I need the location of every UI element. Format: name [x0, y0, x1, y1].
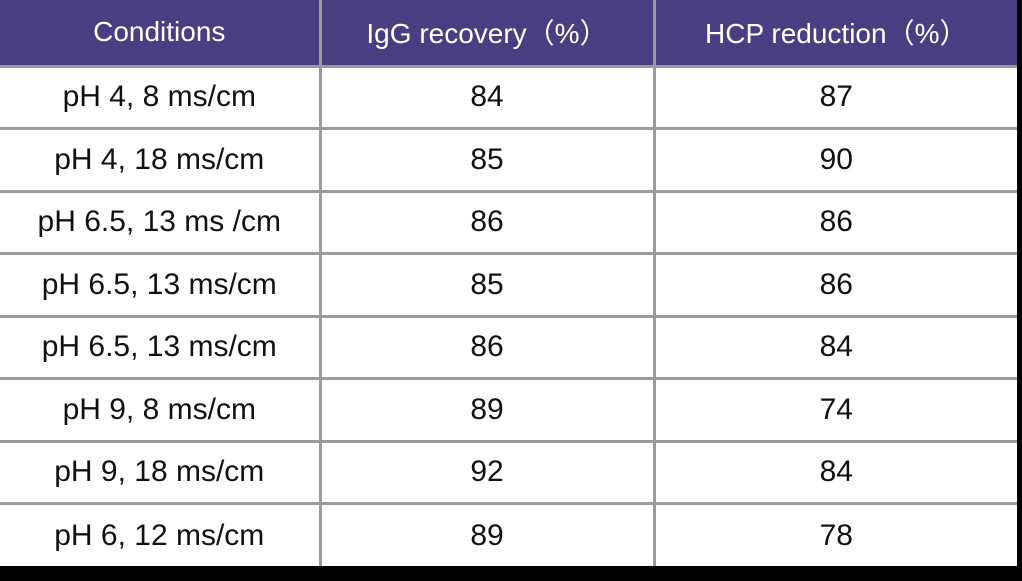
results-table: Conditions IgG recovery（%） HCP reduction… [0, 0, 1017, 566]
igg-recovery-cell: 92 [320, 441, 656, 505]
column-header-conditions: Conditions [0, 0, 322, 68]
igg-recovery-cell: 86 [320, 316, 656, 380]
condition-cell: pH 4, 8 ms/cm [0, 66, 322, 130]
column-header-hcp-reduction: HCP reduction（%） [654, 0, 1017, 68]
hcp-reduction-cell: 87 [654, 66, 1017, 130]
table-row: pH 6.5, 13 ms /cm 86 86 [0, 191, 1017, 255]
condition-cell: pH 9, 8 ms/cm [0, 378, 322, 443]
table-body: pH 4, 8 ms/cm 84 87 pH 4, 18 ms/cm 85 90 pH 6.… [0, 66, 1017, 566]
table-header: Conditions IgG recovery（%） HCP reduction… [0, 0, 1017, 68]
table-row: pH 4, 18 ms/cm 85 90 [0, 128, 1017, 193]
table-row: pH 9, 8 ms/cm 89 74 [0, 378, 1017, 443]
table-row: pH 6.5, 13 ms/cm 85 86 [0, 253, 1017, 318]
results-table-container: Conditions IgG recovery（%） HCP reduction… [0, 0, 1017, 566]
condition-cell: pH 6.5, 13 ms/cm [0, 316, 322, 380]
hcp-reduction-cell: 90 [654, 128, 1017, 193]
table-row: pH 6.5, 13 ms/cm 86 84 [0, 316, 1017, 380]
igg-recovery-cell: 89 [320, 503, 656, 566]
igg-recovery-cell: 85 [320, 128, 656, 193]
condition-cell: pH 6.5, 13 ms/cm [0, 253, 322, 318]
condition-cell: pH 6.5, 13 ms /cm [0, 191, 322, 255]
table-row: pH 9, 18 ms/cm 92 84 [0, 441, 1017, 505]
table-row: pH 4, 8 ms/cm 84 87 [0, 66, 1017, 130]
condition-cell: pH 4, 18 ms/cm [0, 128, 322, 193]
igg-recovery-cell: 86 [320, 191, 656, 255]
igg-recovery-cell: 84 [320, 66, 656, 130]
hcp-reduction-cell: 74 [654, 378, 1017, 443]
hcp-reduction-cell: 86 [654, 253, 1017, 318]
column-header-igg-recovery: IgG recovery（%） [320, 0, 656, 68]
condition-cell: pH 9, 18 ms/cm [0, 441, 322, 505]
table-row: pH 6, 12 ms/cm 89 78 [0, 503, 1017, 566]
hcp-reduction-cell: 84 [654, 441, 1017, 505]
hcp-reduction-cell: 78 [819, 518, 853, 552]
condition-cell: pH 6, 12 ms/cm [0, 503, 322, 566]
hcp-reduction-cell: 84 [654, 316, 1017, 380]
igg-recovery-cell: 85 [320, 253, 656, 318]
header-row: Conditions IgG recovery（%） HCP reduction… [0, 0, 1017, 68]
igg-recovery-cell: 89 [320, 378, 656, 443]
hcp-reduction-cell: 86 [654, 191, 1017, 255]
